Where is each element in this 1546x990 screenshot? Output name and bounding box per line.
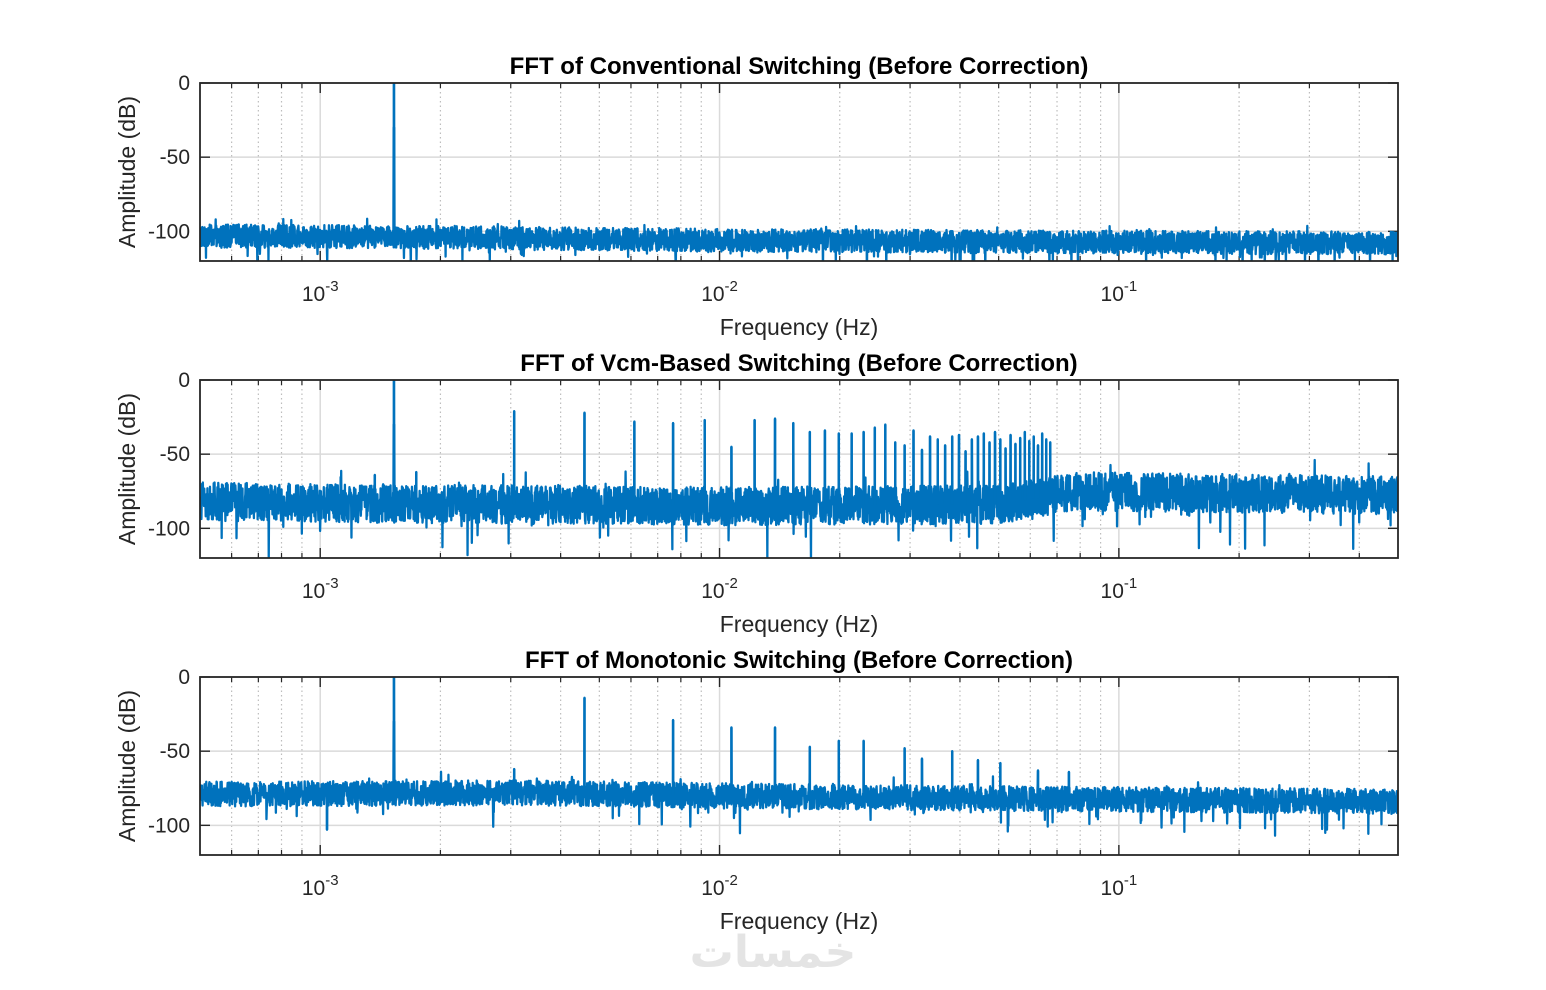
series-line-1 (200, 380, 1398, 558)
x-tick-exponent: -1 (1124, 278, 1137, 295)
y-axis-label: Amplitude (dB) (114, 96, 140, 248)
axes-box (199, 676, 1399, 856)
x-tick-exponent: -2 (725, 872, 738, 889)
x-tick-label: 10-3 (302, 575, 339, 603)
x-tick-exponent: -3 (325, 872, 338, 889)
x-tick-base: 10 (1101, 580, 1124, 603)
y-axis-label: Amplitude (dB) (114, 690, 140, 842)
y-axis-label: Amplitude (dB) (114, 393, 140, 545)
x-tick-exponent: -3 (325, 575, 338, 592)
y-tick-label: 0 (178, 72, 190, 95)
y-tick-label: -100 (148, 814, 190, 837)
x-tick-label: 10-1 (1101, 278, 1138, 306)
x-tick-exponent: -1 (1124, 872, 1137, 889)
x-tick-label: 10-2 (701, 575, 738, 603)
x-tick-exponent: -1 (1124, 575, 1137, 592)
y-tick-label: -100 (148, 517, 190, 540)
x-axis-label: Frequency (Hz) (720, 314, 878, 340)
y-tick-label: 0 (178, 369, 190, 392)
x-tick-base: 10 (1101, 877, 1124, 900)
x-tick-base: 10 (302, 580, 325, 603)
chart-title: FFT of Conventional Switching (Before Co… (510, 53, 1089, 80)
x-tick-label: 10-3 (302, 872, 339, 900)
x-axis-label: Frequency (Hz) (720, 611, 878, 637)
x-axis-label: Frequency (Hz) (720, 908, 878, 934)
x-tick-base: 10 (701, 877, 724, 900)
spectral-peaks (325, 677, 1071, 830)
x-tick-label: 10-3 (302, 278, 339, 306)
spectral-peaks (373, 380, 1052, 507)
x-tick-exponent: -2 (725, 575, 738, 592)
plot-area (200, 380, 1398, 558)
x-tick-base: 10 (302, 283, 325, 306)
x-tick-exponent: -2 (725, 278, 738, 295)
y-tick-label: -50 (160, 146, 190, 169)
chart-title: FFT of Vcm-Based Switching (Before Corre… (520, 350, 1077, 377)
x-tick-label: 10-2 (701, 872, 738, 900)
y-tick-label: -100 (148, 220, 190, 243)
series-line-1 (200, 83, 1398, 261)
x-tick-base: 10 (1101, 283, 1124, 306)
axes-box (199, 82, 1399, 262)
y-tick-label: -50 (160, 740, 190, 763)
y-tick-label: -50 (160, 443, 190, 466)
y-tick-label: 0 (178, 666, 190, 689)
chart-title: FFT of Monotonic Switching (Before Corre… (525, 647, 1073, 674)
x-tick-base: 10 (701, 580, 724, 603)
x-tick-label: 10-1 (1101, 872, 1138, 900)
x-tick-base: 10 (701, 283, 724, 306)
x-tick-base: 10 (302, 877, 325, 900)
axes-box (199, 379, 1399, 559)
watermark-logo: خمسات (690, 927, 857, 978)
x-tick-exponent: -3 (325, 278, 338, 295)
x-tick-label: 10-2 (701, 278, 738, 306)
x-tick-label: 10-1 (1101, 575, 1138, 603)
series-line-1 (200, 677, 1398, 837)
plot-area (200, 677, 1398, 855)
